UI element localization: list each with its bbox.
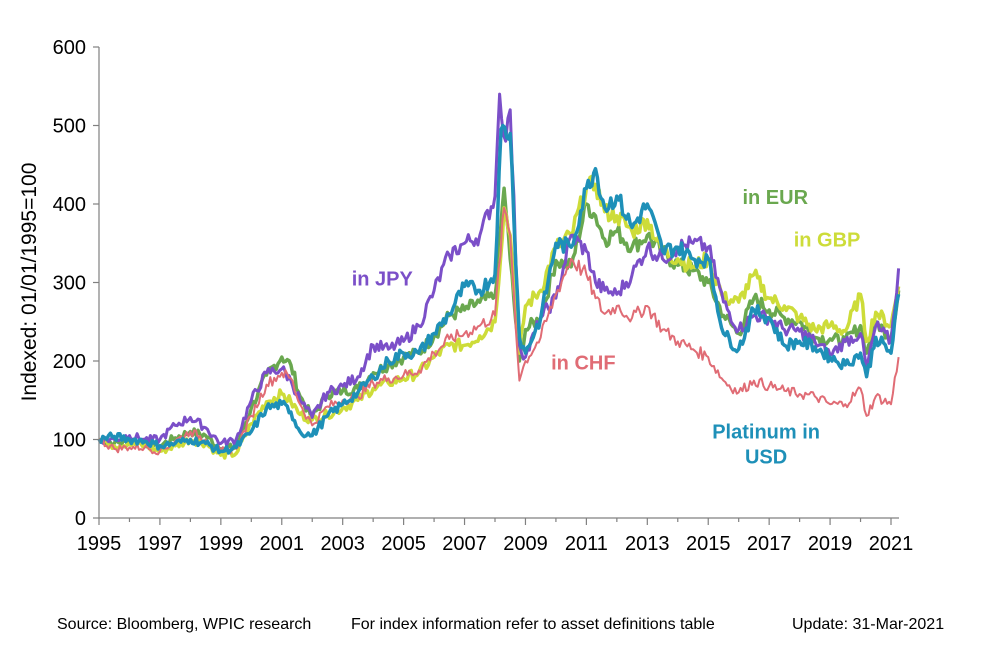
x-tick-label: 2015 xyxy=(686,533,731,555)
series-annotation: in GBP xyxy=(794,229,861,251)
series-annotation: Platinum in USD xyxy=(712,422,820,469)
series-annotation: in CHF xyxy=(551,353,615,375)
x-tick-label: 1995 xyxy=(77,533,122,555)
x-tick-label: 2009 xyxy=(503,533,548,555)
x-tick-label: 2019 xyxy=(808,533,853,555)
x-tick-label: 2017 xyxy=(747,533,792,555)
y-tick-label: 300 xyxy=(53,273,86,295)
series-layer xyxy=(97,92,901,460)
y-axis-label: Indexed: 01/01/1995=100 xyxy=(18,163,41,402)
y-tick-label: 0 xyxy=(75,508,86,530)
annotation-layer: in JPY in EUR in GBP in CHF Platinum in USD xyxy=(352,187,861,469)
x-tick-label: 2013 xyxy=(625,533,670,555)
y-tick-label: 200 xyxy=(53,351,86,373)
x-tick-label: 2003 xyxy=(320,533,365,555)
series-line-gbp xyxy=(98,174,901,460)
series-annotation: in JPY xyxy=(352,269,414,291)
y-tick-label: 500 xyxy=(53,116,86,138)
footer-source: Source: Bloomberg, WPIC research xyxy=(57,616,312,633)
footer-note: For index information refer to asset def… xyxy=(351,616,715,633)
x-tick-label: 1999 xyxy=(199,533,244,555)
footer-update: Update: 31-Mar-2021 xyxy=(792,616,945,633)
axes-layer: 0 100 200 300 400 500 600 1995 1997 1999 2001 2003 2… xyxy=(53,37,914,555)
x-tick-label: 2021 xyxy=(869,533,914,555)
y-tick-label: 600 xyxy=(53,37,86,59)
x-tick-label: 2011 xyxy=(565,533,608,555)
series-line-usd xyxy=(97,123,901,455)
y-tick-label: 400 xyxy=(53,194,86,216)
x-tick-label: 2005 xyxy=(381,533,426,555)
series-line-jpy xyxy=(97,92,901,447)
y-tick-label: 100 xyxy=(53,430,86,452)
x-tick-label: 1997 xyxy=(138,533,183,555)
x-tick-label: 2001 xyxy=(260,533,305,555)
series-annotation: in EUR xyxy=(742,187,808,209)
x-tick-label: 2007 xyxy=(442,533,487,555)
